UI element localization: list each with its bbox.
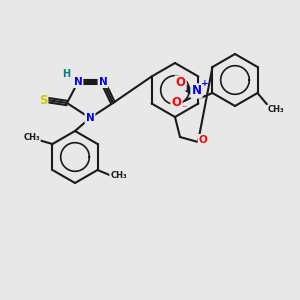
Text: S: S — [39, 94, 47, 106]
Text: +: + — [201, 80, 208, 88]
Text: O: O — [176, 76, 185, 89]
Text: H: H — [62, 69, 70, 79]
Text: O: O — [199, 135, 207, 145]
Text: N: N — [99, 77, 107, 87]
Text: N: N — [74, 77, 82, 87]
Text: N: N — [85, 113, 94, 123]
Text: ⁻: ⁻ — [182, 104, 187, 114]
Text: O: O — [172, 97, 182, 110]
Text: CH₃: CH₃ — [267, 106, 284, 115]
Text: CH₃: CH₃ — [23, 134, 40, 142]
Text: N: N — [191, 85, 202, 98]
Text: CH₃: CH₃ — [110, 170, 127, 179]
